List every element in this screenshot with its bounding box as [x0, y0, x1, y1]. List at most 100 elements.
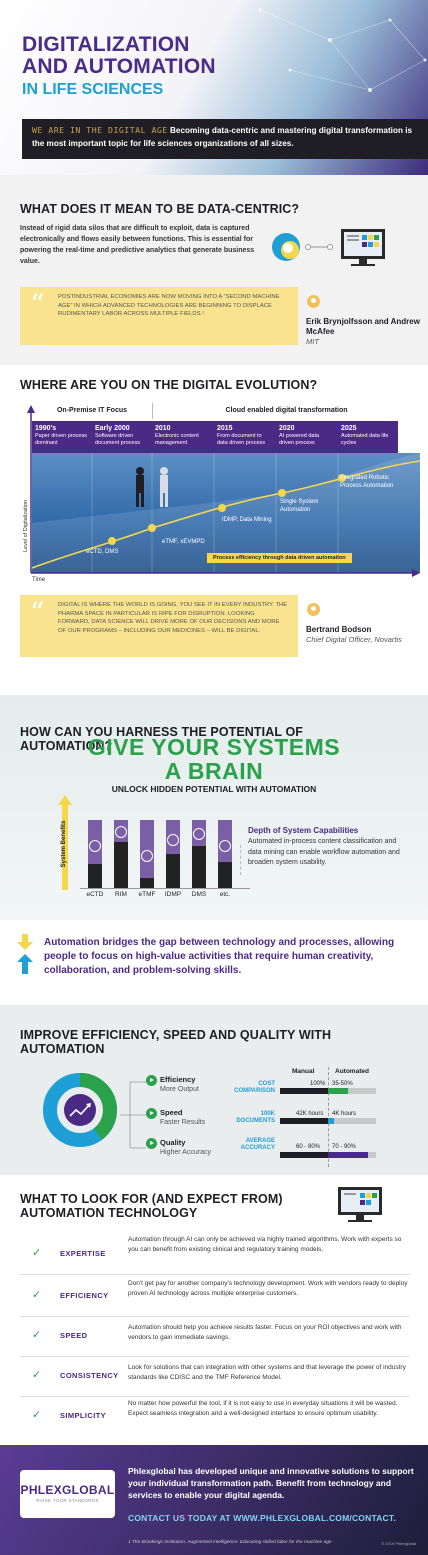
depth-connector [240, 845, 248, 875]
unlock-subheading: UNLOCK HIDDEN POTENTIAL WITH AUTOMATION [111, 784, 317, 794]
automation-heading: HOW CAN YOU HARNESS THE POTENTIAL OF AUT… [20, 725, 304, 753]
expect-text: Look for solutions that can integration … [128, 1364, 406, 1381]
bar-manual-cost [280, 1088, 328, 1094]
up-down-arrows-icon [17, 934, 33, 974]
system-column-etmf [140, 820, 154, 888]
monitor-icon [338, 1187, 382, 1222]
check-icon: ✓ [32, 1409, 42, 1421]
quote-box-1: “ POSTINDUSTRIAL ECONOMIES ARE NOW MOVIN… [20, 287, 298, 345]
system-column-rim [114, 820, 128, 888]
year-2025: 2025 Automated data life cycles [338, 421, 398, 453]
year-2000: Early 2000 Software driven document proce… [92, 421, 152, 453]
label-integrated-rpa: Integrated Robotic Process Automation [340, 475, 394, 489]
footer-text: Phlexglobal has developed unique and inn… [128, 1466, 414, 1500]
expect-row-speed: ✓ SPEED Automation should help you achie… [20, 1317, 410, 1357]
depth-description: Depth of System Capabilities Automated i… [248, 826, 408, 869]
y-axis-label: Level of Digitalization [23, 500, 29, 552]
value-auto-documents: 4K hours [332, 1111, 357, 1117]
title-line-1: DIGITALIZATION [22, 33, 190, 56]
quote-author-1: Erik Brynjolfsson and Andrew McAfee MIT [306, 317, 421, 347]
label-idmp: IDMP, Data Mining [222, 517, 272, 523]
value-manual-cost: 100% [310, 1081, 326, 1087]
expect-key: EFFICIENCY [60, 1291, 109, 1300]
system-column-idmp [166, 820, 180, 888]
row-label-cost: COST COMPARISON [234, 1081, 275, 1094]
data-centric-heading: WHAT DOES IT MEAN TO BE DATA-CENTRIC? [20, 202, 300, 216]
data-flow-icon [272, 229, 385, 266]
copyright: © 2019 Phlexglobal [381, 1541, 416, 1546]
column-label-dms: DMS [191, 891, 207, 898]
expect-key: EXPERTISE [60, 1249, 106, 1258]
column-label-rim: RIM [115, 891, 127, 898]
quote-text-2: DIGITAL IS WHERE THE WORLD IS GOING. YOU… [58, 602, 288, 634]
data-centric-section: WHAT DOES IT MEAN TO BE DATA-CENTRIC? In… [0, 175, 428, 365]
title-line-2: AND AUTOMATION [22, 55, 216, 78]
bar-auto-cost [328, 1088, 348, 1094]
expect-text: Automation through AI can only be achiev… [128, 1236, 402, 1253]
evolution-chart: On-Premise IT Focus Cloud enabled digita… [20, 403, 420, 613]
efficiency-banner: Process efficiency through data driven a… [207, 553, 352, 563]
check-icon: ✓ [32, 1329, 42, 1341]
author-name-2: Bertrand Bodson [306, 625, 372, 634]
expect-section: WHAT TO LOOK FOR (AND EXPECT FROM) AUTOM… [0, 1175, 428, 1445]
expect-key: CONSISTENCY [60, 1371, 119, 1380]
logo-name: PHLEXGLOBAL [20, 1483, 115, 1497]
phlexglobal-logo[interactable]: PHLEXGLOBAL RAISE YOUR STANDARDS [20, 1470, 115, 1518]
bar-auto-rest-accuracy [368, 1152, 376, 1158]
bar-manual-accuracy [280, 1152, 328, 1158]
evolution-curve [32, 453, 420, 573]
bridge-section: Automation bridges the gap between techn… [0, 920, 428, 1005]
network-graphic [258, 8, 427, 92]
automated-header: Automated [335, 1068, 369, 1075]
expect-row-consistency: ✓ CONSISTENCY Look for solutions that ca… [20, 1357, 410, 1397]
author-org-1: MIT [306, 337, 319, 346]
quote-author-2: Bertrand Bodson Chief Digital Officer, N… [306, 625, 421, 645]
author-role-2: Chief Digital Officer, Novartis [306, 635, 402, 644]
bar-auto-rest-documents [334, 1118, 376, 1124]
big-headline-2: A BRAIN [164, 758, 264, 784]
automation-section: HOW CAN YOU HARNESS THE POTENTIAL OF AUT… [0, 695, 428, 920]
logo-tagline: RAISE YOUR STANDARDS [36, 1498, 99, 1503]
x-axis-label: Time [32, 577, 46, 583]
year-1990s: 1990's Paper driven process dominant [32, 421, 92, 453]
quote-mark-icon: “ [30, 596, 45, 629]
expect-text: Don't get pay for another company's tech… [128, 1280, 408, 1297]
depth-text: Automated in-process content classificat… [248, 838, 400, 866]
system-column-dms [192, 820, 206, 888]
intro-lead: WE ARE IN THE DIGITAL AGE [32, 125, 168, 135]
benefits-baseline [80, 888, 250, 889]
donut-connector [120, 1081, 146, 1149]
play-icon [146, 1138, 157, 1149]
check-icon: ✓ [32, 1247, 42, 1259]
bar-auto-rest-cost [348, 1088, 376, 1094]
bridge-text: Automation bridges the gap between techn… [44, 937, 395, 976]
depth-title: Depth of System Capabilities [248, 826, 359, 835]
benefit-arrow-icon [58, 795, 72, 890]
phase-on-premise: On-Premise IT Focus [56, 407, 128, 414]
value-auto-cost: 35-50% [332, 1081, 353, 1087]
person-icon [307, 295, 320, 308]
expect-row-expertise: ✓ EXPERTISE Automation through AI can on… [20, 1233, 410, 1275]
contact-link[interactable]: CONTACT US TODAY AT WWW.PHLEXGLOBAL.COM/… [128, 1513, 396, 1523]
intro-bar: WE ARE IN THE DIGITAL AGE Becoming data-… [22, 119, 428, 159]
intro-text: Becoming data-centric and mastering digi… [32, 126, 413, 148]
evolution-area: eCTD, DMS eTMF, xEVMPD IDMP, Data Mining… [32, 453, 420, 573]
column-label-etmf: eTMF [138, 891, 156, 898]
quote-text-1: POSTINDUSTRIAL ECONOMIES ARE NOW MOVING … [58, 294, 280, 317]
phase-cloud: Cloud enabled digital transformation [152, 403, 420, 419]
page-title: DIGITALIZATION AND AUTOMATION [22, 34, 216, 78]
efficiency-section: IMPROVE EFFICIENCY, SPEED AND QUALITY WI… [0, 1005, 428, 1175]
expect-text: Automation should help you achieve resul… [128, 1324, 402, 1341]
label-ectd: eCTD, DMS [86, 549, 119, 555]
label-etmf: eTMF, xEVMPD [162, 539, 205, 545]
header-section: DIGITALIZATION AND AUTOMATION IN LIFE SC… [0, 0, 428, 175]
efficiency-heading: IMPROVE EFFICIENCY, SPEED AND QUALITY WI… [20, 1028, 332, 1056]
value-manual-documents: 42K hours [296, 1111, 324, 1117]
evolution-heading: WHERE ARE YOU ON THE DIGITAL EVOLUTION? [20, 378, 318, 392]
play-icon [146, 1075, 157, 1086]
big-headline-1: GIVE YOUR SYSTEMS [87, 734, 341, 760]
value-auto-accuracy: 70 - 90% [332, 1144, 357, 1150]
quote-box-2: “ DIGITAL IS WHERE THE WORLD IS GOING. Y… [20, 595, 298, 657]
footer-section: PHLEXGLOBAL RAISE YOUR STANDARDS Phlexgl… [0, 1445, 428, 1555]
data-centric-paragraph: Instead of rigid data silos that are dif… [20, 225, 255, 265]
